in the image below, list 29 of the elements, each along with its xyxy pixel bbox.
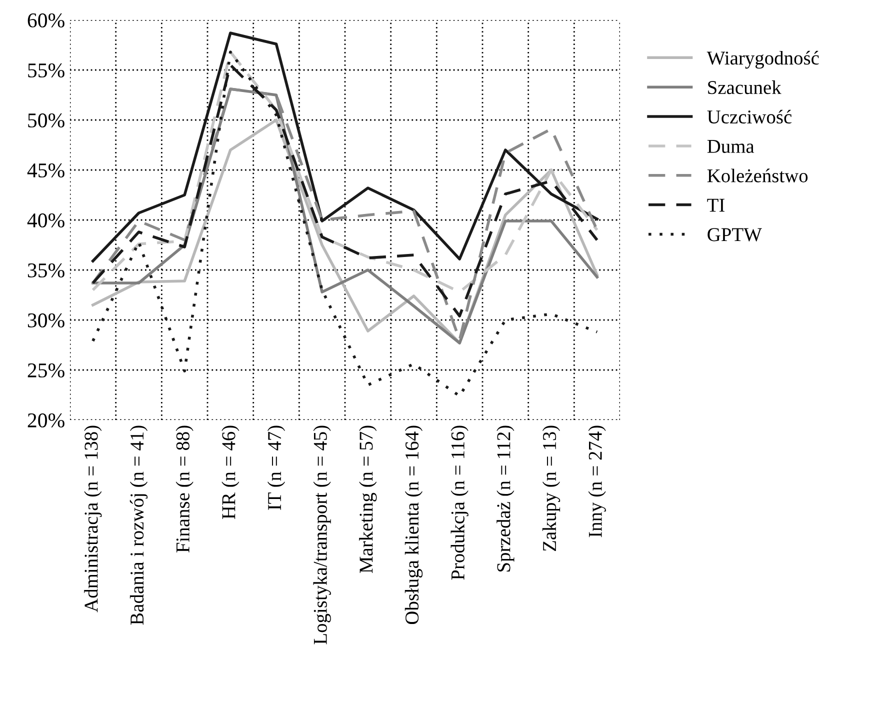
line-series — [92, 50, 598, 398]
legend-label: TI — [707, 198, 724, 212]
x-tick-label: IT (n = 47) — [267, 426, 286, 510]
x-tick-label: Inny (n = 274) — [588, 426, 606, 538]
y-tick-label: 55% — [28, 63, 64, 78]
y-tick-label: 35% — [28, 263, 64, 278]
legend-label: Duma — [707, 140, 754, 153]
x-tick-label: Administracja (n = 138) — [84, 426, 102, 612]
y-tick-label: 45% — [27, 163, 64, 178]
y-tick-label: 50% — [28, 113, 64, 128]
x-tick-label: Finanse (n = 88) — [176, 426, 194, 552]
y-tick-label: 25% — [28, 363, 64, 378]
x-tick-label: Zakupy (n = 13) — [542, 426, 560, 551]
y-tick-label: 30% — [28, 313, 64, 328]
x-tick-label: Marketing (n = 57) — [359, 426, 377, 573]
legend-label: Koleżeństwo — [707, 168, 808, 182]
y-tick-label: 40% — [27, 213, 64, 228]
legend-label: Szacunek — [708, 80, 782, 94]
y-tick-label: 60% — [28, 13, 64, 28]
y-tick-label: 20% — [28, 413, 64, 428]
x-tick-label: HR (n = 46) — [222, 426, 240, 519]
legend-label: Uczciwość — [707, 110, 792, 124]
x-tick-label: Logistyka/transport (n = 45) — [313, 426, 331, 644]
x-tick-label: Obsługa klienta (n = 164) — [404, 426, 423, 624]
x-tick-label: Sprzedaż (n = 112) — [496, 426, 514, 572]
legend-label: GPTW — [708, 228, 762, 242]
x-tick-label: Badania i rozwój (n = 41) — [130, 426, 148, 625]
legend-label: Wiarygodność — [706, 50, 819, 69]
x-tick-label: Produkcja (n = 116) — [450, 426, 468, 580]
